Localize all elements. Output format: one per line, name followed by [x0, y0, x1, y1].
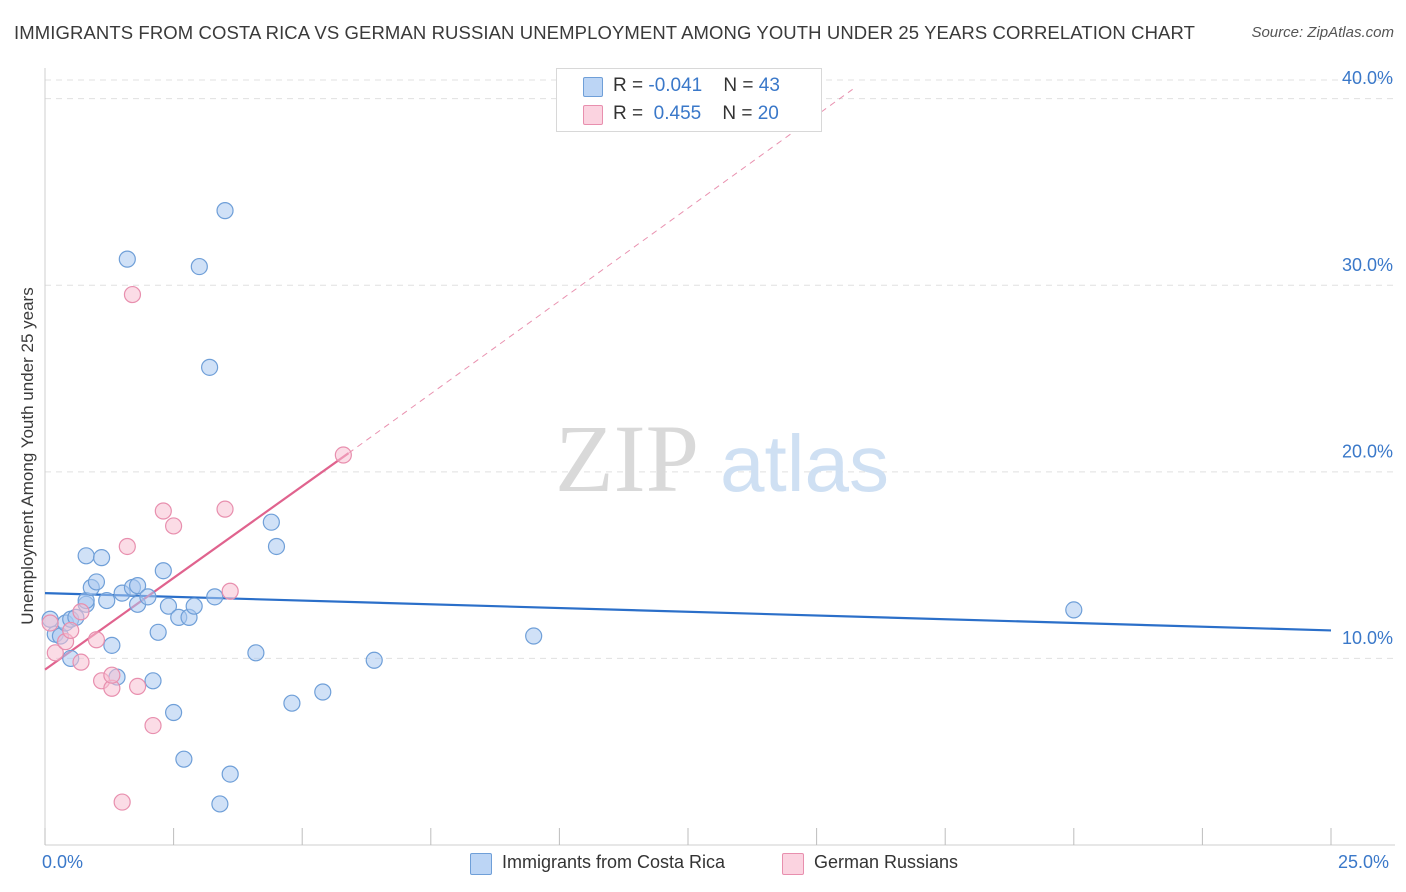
- point-german-russians: [128, 677, 147, 696]
- point-costa-rica: [267, 537, 286, 556]
- source-credit: Source: ZipAtlas.com: [1251, 24, 1394, 41]
- legend-r-label: R =: [613, 103, 649, 124]
- legend-r-value: 0.455: [653, 103, 702, 124]
- legend-n-label: N =: [723, 75, 759, 96]
- series-legend-label: German Russians: [814, 852, 959, 872]
- point-german-russians: [118, 537, 136, 556]
- point-german-russians: [113, 793, 131, 811]
- point-costa-rica: [92, 549, 111, 567]
- point-german-russians: [221, 582, 239, 600]
- point-german-russians: [103, 666, 121, 684]
- point-costa-rica: [77, 547, 95, 565]
- point-german-russians: [216, 500, 234, 518]
- y-tick-label: 20.0%: [1342, 441, 1393, 461]
- point-costa-rica: [211, 795, 229, 813]
- point-costa-rica: [190, 257, 208, 276]
- point-costa-rica: [118, 250, 136, 268]
- legend-n-value: 43: [758, 75, 780, 96]
- point-costa-rica: [314, 683, 332, 701]
- point-german-russians: [123, 285, 142, 304]
- series-legend-label: Immigrants from Costa Rica: [502, 852, 726, 872]
- point-german-russians: [62, 621, 80, 640]
- grid-layer: [45, 79, 1395, 659]
- point-german-russians: [87, 631, 106, 649]
- point-costa-rica: [206, 588, 224, 606]
- point-costa-rica: [262, 513, 280, 531]
- point-costa-rica: [283, 694, 301, 712]
- correlation-legend: R = -0.041 N = 43 R = 0.455 N = 20: [556, 68, 822, 132]
- point-costa-rica: [98, 591, 116, 610]
- legend-swatch-pink: [782, 853, 804, 875]
- point-costa-rica: [221, 765, 239, 783]
- x-axis-min-label: 0.0%: [42, 852, 84, 872]
- legend-n-label: N =: [722, 103, 758, 124]
- point-costa-rica: [103, 636, 121, 654]
- point-german-russians: [72, 653, 90, 671]
- point-german-russians: [72, 603, 90, 621]
- point-german-russians: [165, 517, 183, 535]
- point-costa-rica: [175, 750, 193, 768]
- point-costa-rica: [525, 627, 543, 645]
- chart-title: IMMIGRANTS FROM COSTA RICA VS GERMAN RUS…: [14, 22, 1196, 43]
- point-german-russians: [144, 716, 162, 735]
- point-costa-rica: [159, 597, 178, 615]
- point-costa-rica: [149, 623, 167, 641]
- point-costa-rica: [247, 644, 265, 662]
- legend-swatch-blue: [583, 77, 603, 97]
- watermark: ZIP atlas: [555, 405, 889, 512]
- legend-r-value: -0.041: [648, 75, 703, 96]
- point-costa-rica: [216, 202, 234, 220]
- legend-n-value: 20: [757, 103, 779, 124]
- y-tick-label: 30.0%: [1342, 255, 1393, 275]
- point-german-russians: [334, 446, 352, 464]
- point-costa-rica: [144, 672, 162, 690]
- x-axis-max-label: 25.0%: [1338, 852, 1390, 872]
- point-german-russians: [41, 614, 59, 632]
- watermark-zip: ZIP: [555, 405, 699, 512]
- trend-layer: [44, 88, 1332, 671]
- point-costa-rica: [201, 358, 219, 376]
- trend-line-extension-german-russians: [348, 88, 853, 454]
- point-layer: [41, 202, 1083, 813]
- y-tick-label: 10.0%: [1342, 628, 1393, 648]
- trend-line-costa-rica: [44, 592, 1332, 632]
- point-costa-rica: [154, 562, 172, 580]
- point-costa-rica: [185, 597, 203, 615]
- point-costa-rica: [87, 573, 106, 591]
- point-costa-rica: [365, 651, 383, 669]
- axis-layer: 10.0% 20.0% 30.0% 40.0%: [44, 68, 1395, 846]
- watermark-atlas: atlas: [720, 419, 889, 508]
- legend-swatch-pink: [583, 105, 603, 125]
- point-costa-rica: [139, 588, 157, 606]
- point-costa-rica: [128, 577, 147, 595]
- point-german-russians: [154, 502, 172, 520]
- point-costa-rica: [1065, 601, 1083, 619]
- legend-swatch-blue: [470, 853, 492, 875]
- point-costa-rica: [165, 703, 183, 722]
- y-tick-label: 40.0%: [1342, 68, 1393, 88]
- point-german-russians: [46, 644, 64, 662]
- legend-r-label: R =: [613, 75, 649, 96]
